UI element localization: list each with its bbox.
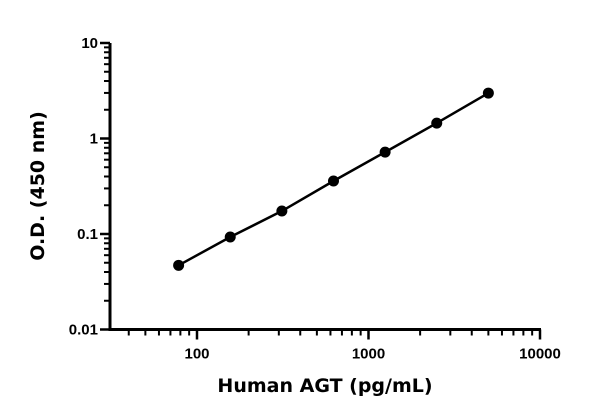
data-point (327, 175, 339, 187)
y-axis-title: O.D. (450 nm) (27, 111, 49, 261)
data-point (431, 117, 443, 129)
x-axis-title: Human AGT (pg/mL) (217, 375, 432, 397)
x-tick-label: 10000 (519, 346, 561, 363)
y-tick-label: 1 (90, 131, 98, 148)
x-axis: 100 1000 10000 (108, 328, 561, 363)
y-tick-label: 10 (81, 35, 98, 52)
y-axis: 0.01 0.1 1 10 (69, 35, 112, 339)
x-tick-label: 1000 (352, 346, 385, 363)
y-tick-label: 0.01 (69, 322, 98, 339)
data-point (482, 87, 494, 99)
data-point (224, 231, 236, 243)
data-point (276, 205, 288, 217)
y-tick-label: 0.1 (77, 226, 98, 243)
data-point (173, 259, 185, 271)
plot-area (173, 87, 494, 271)
x-tick-label: 100 (184, 346, 209, 363)
data-point (379, 146, 391, 158)
